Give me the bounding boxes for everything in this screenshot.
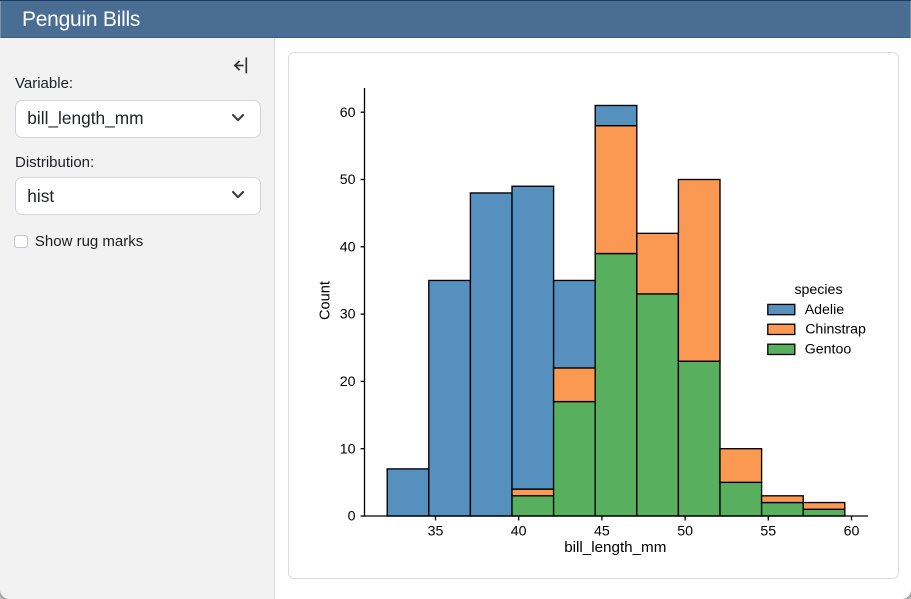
svg-text:0: 0 bbox=[348, 509, 356, 525]
svg-text:species: species bbox=[794, 282, 842, 298]
svg-text:35: 35 bbox=[428, 523, 444, 539]
svg-text:10: 10 bbox=[340, 441, 356, 457]
svg-text:Count: Count bbox=[318, 281, 334, 320]
svg-text:bill_length_mm: bill_length_mm bbox=[564, 539, 666, 556]
svg-text:55: 55 bbox=[760, 523, 776, 539]
svg-text:50: 50 bbox=[677, 523, 693, 539]
svg-text:30: 30 bbox=[340, 307, 356, 323]
svg-text:45: 45 bbox=[594, 523, 610, 539]
svg-text:Adelie: Adelie bbox=[805, 302, 845, 318]
svg-text:Gentoo: Gentoo bbox=[805, 342, 852, 358]
svg-text:Chinstrap: Chinstrap bbox=[805, 322, 866, 338]
svg-text:50: 50 bbox=[340, 172, 356, 188]
svg-text:40: 40 bbox=[511, 523, 527, 539]
svg-text:40: 40 bbox=[340, 239, 356, 255]
svg-text:60: 60 bbox=[844, 523, 860, 539]
svg-text:60: 60 bbox=[340, 105, 356, 121]
svg-text:20: 20 bbox=[340, 374, 356, 390]
